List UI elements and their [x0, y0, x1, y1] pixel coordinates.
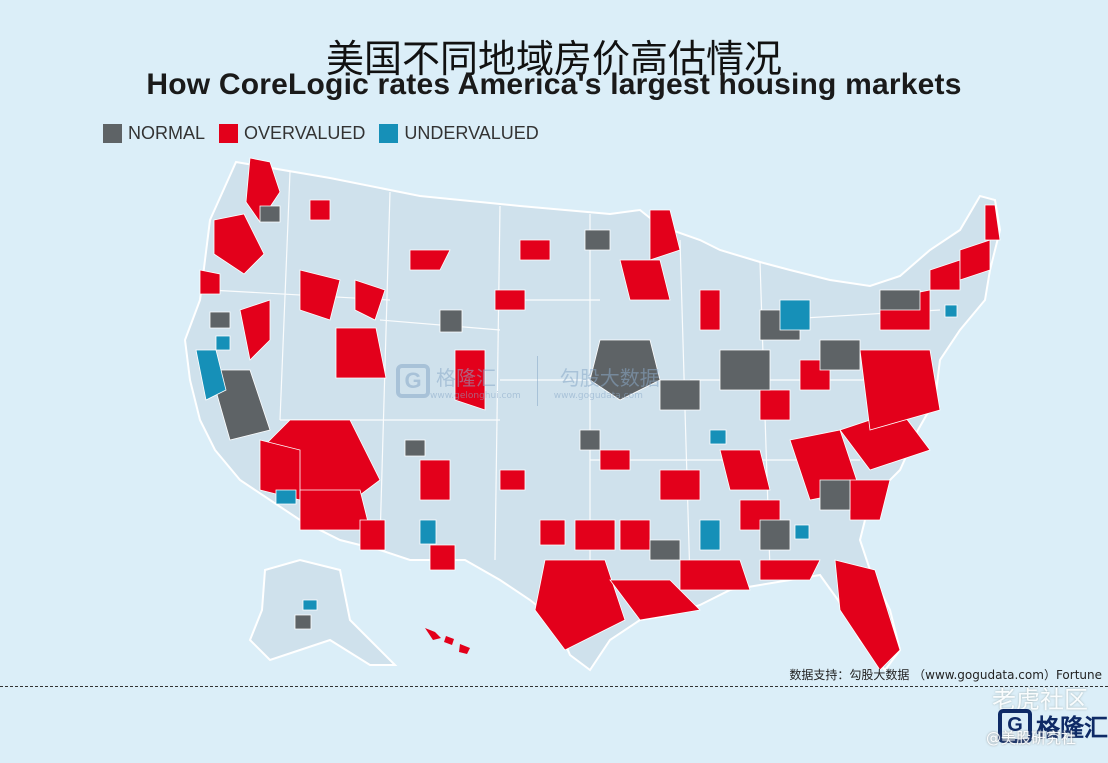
legend-label-undervalued: UNDERVALUED: [404, 123, 539, 143]
corner-logo-icon: G: [998, 708, 1032, 743]
legend-item-overvalued: OVERVALUED: [219, 123, 365, 144]
normal-regions: [209, 205, 921, 630]
legend-item-undervalued: UNDERVALUED: [379, 123, 539, 144]
source-note: 数据支持：勾股大数据 （www.gogudata.com）Fortune: [789, 668, 1102, 682]
watermark-separator: [536, 356, 538, 406]
legend-item-normal: NORMAL: [103, 123, 205, 144]
watermark-logo-block: 格隆汇 www.gelonghui.com: [430, 362, 521, 401]
corner-logo: G 格隆汇: [998, 708, 1108, 743]
hawaii: [425, 628, 470, 654]
legend: NORMAL OVERVALUED UNDERVALUED: [103, 123, 553, 144]
legend-swatch-undervalued: [379, 124, 399, 143]
center-watermark: G 格隆汇 www.gelonghui.com 勾股大数据 www.goguda…: [396, 356, 660, 406]
legend-swatch-overvalued: [219, 124, 239, 143]
watermark-brand-text: 勾股大数据: [559, 365, 660, 390]
alaska: [248, 558, 398, 666]
legend-swatch-normal: [103, 124, 122, 143]
user-watermark: @美股研究社: [985, 729, 1076, 747]
watermark-logo-text: 格隆汇: [436, 365, 496, 390]
corner-logo-text: 格隆汇: [1036, 714, 1108, 742]
chinese-title: 美国不同地域房价高估情况: [325, 37, 782, 81]
undervalued-regions: [195, 299, 958, 611]
dashed-divider: [0, 686, 1108, 687]
watermark-logo-icon: G: [396, 364, 430, 398]
legend-label-normal: NORMAL: [128, 123, 206, 143]
legend-label-overvalued: OVERVALUED: [244, 123, 366, 143]
watermark-brand-block: 勾股大数据 www.gogudata.com: [554, 362, 660, 401]
watermark-logo-site: www.gelonghui.com: [430, 390, 521, 401]
english-title: How CoreLogic rates America's largest ho…: [146, 68, 962, 101]
watermark-brand-site: www.gogudata.com: [553, 390, 643, 401]
